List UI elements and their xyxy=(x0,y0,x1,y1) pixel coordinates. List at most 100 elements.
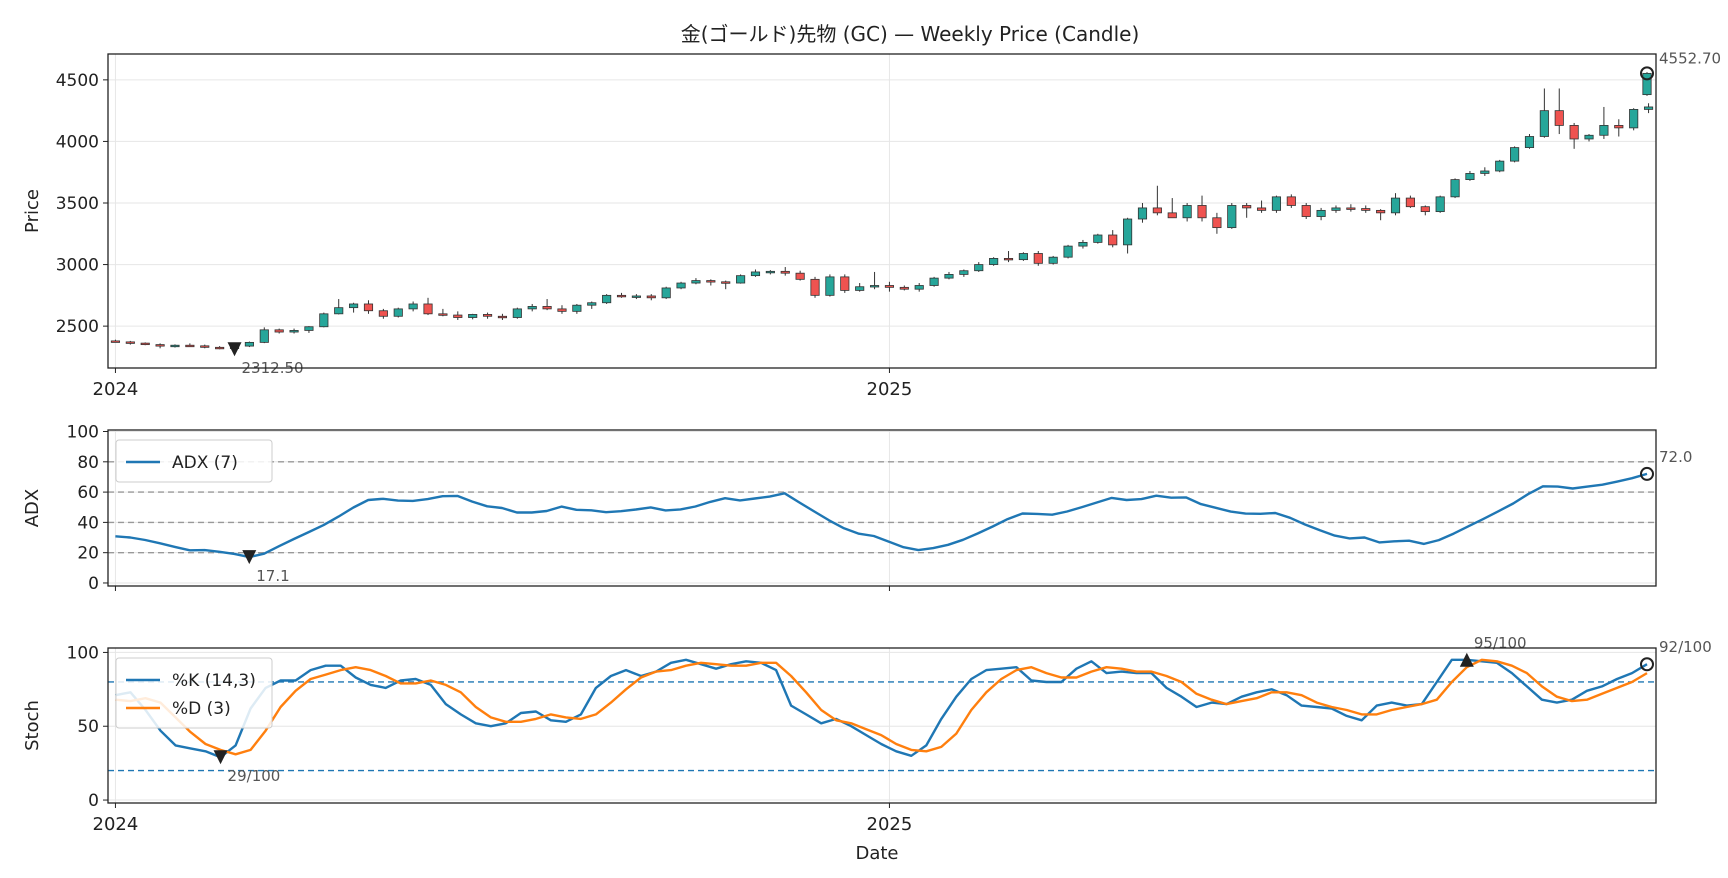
candle-body xyxy=(1569,125,1579,140)
candle-body xyxy=(170,344,180,348)
y-tick-label: 2500 xyxy=(56,317,99,337)
candle-body xyxy=(1167,212,1177,219)
candle-body xyxy=(1033,253,1043,264)
candle-body xyxy=(631,295,641,298)
candle-body xyxy=(840,276,850,291)
x-tick-label: 2025 xyxy=(867,814,913,835)
chart-title: 金(ゴールド)先物 (GC) — Weekly Price (Candle) xyxy=(681,22,1140,46)
y-tick-label: 50 xyxy=(77,717,99,737)
candle-body xyxy=(1510,147,1520,162)
candle-body xyxy=(1003,258,1014,261)
min-marker-label: 17.1 xyxy=(256,567,289,585)
legend: %K (14,3) %D (3) xyxy=(115,657,273,729)
last-marker-label: 92/100 xyxy=(1659,638,1712,656)
candle-body xyxy=(974,264,984,272)
candle-body xyxy=(542,306,552,310)
candle-body xyxy=(408,303,418,310)
candle-body xyxy=(1018,253,1028,261)
candle-body xyxy=(289,330,299,333)
candle-body xyxy=(899,286,909,290)
candle-body xyxy=(1376,209,1386,214)
candle-body xyxy=(1286,196,1296,206)
y-axis-label: Stoch xyxy=(22,700,43,751)
candle-body xyxy=(468,314,478,318)
candle-body xyxy=(1346,207,1356,210)
x-tick-label: 2025 xyxy=(867,379,913,400)
candle-body xyxy=(1316,209,1326,217)
y-axis-label: ADX xyxy=(22,489,43,528)
candle-body xyxy=(1242,205,1252,209)
series-line-0 xyxy=(115,658,1648,759)
candle-body xyxy=(855,286,865,291)
legend: ADX (7) xyxy=(115,439,273,483)
plot-frame xyxy=(107,53,1657,369)
candle-body xyxy=(438,313,448,316)
y-tick-label: 60 xyxy=(77,483,99,503)
candle-body xyxy=(989,258,999,265)
candle-body xyxy=(1465,173,1475,180)
candle-body xyxy=(140,342,150,346)
candle-body xyxy=(155,344,165,347)
candle-body xyxy=(1614,125,1624,129)
candle-body xyxy=(185,344,195,348)
legend-label: %D (3) xyxy=(172,699,231,719)
candle-body xyxy=(616,294,627,298)
candle-body xyxy=(1108,234,1118,246)
candle-body xyxy=(1078,241,1088,247)
candle-body xyxy=(512,308,522,318)
candle-body xyxy=(1643,106,1654,110)
last-marker xyxy=(1640,657,1654,672)
min-marker xyxy=(242,550,257,565)
candle-body xyxy=(1212,217,1222,229)
candle-body xyxy=(1137,207,1148,220)
candle-body xyxy=(959,270,969,275)
candle-body xyxy=(1331,207,1341,211)
candle-body xyxy=(1642,72,1652,96)
candle-body xyxy=(869,285,880,288)
y-tick-label: 80 xyxy=(77,453,99,473)
candle-body xyxy=(1063,245,1073,258)
candle-body xyxy=(259,329,269,343)
candle-body xyxy=(1152,207,1162,214)
x-tick-label: 2024 xyxy=(93,379,139,400)
candle-body xyxy=(304,326,314,331)
max-marker xyxy=(1459,652,1474,667)
candle-body xyxy=(1197,205,1207,219)
last-marker xyxy=(1640,466,1654,481)
candle-body xyxy=(884,285,895,288)
legend-box xyxy=(115,439,273,483)
candle-body xyxy=(1539,110,1549,137)
candle-body xyxy=(750,271,761,277)
candle-body xyxy=(602,294,612,304)
candle-body xyxy=(1495,160,1505,172)
candle-body xyxy=(497,315,508,319)
candle-body xyxy=(825,276,835,296)
candle-body xyxy=(319,313,329,328)
y-tick-label: 40 xyxy=(77,513,99,533)
y-tick-label: 0 xyxy=(88,791,99,811)
candle-body xyxy=(334,307,344,315)
candle-body xyxy=(646,295,656,299)
last-price-label: 4552.70 xyxy=(1659,49,1721,67)
candle-body xyxy=(1271,196,1282,211)
last-price-marker xyxy=(1640,66,1654,81)
min-price-marker xyxy=(227,342,242,357)
candle-body xyxy=(721,281,731,284)
candle-body xyxy=(1182,205,1192,219)
min-marker xyxy=(213,750,228,765)
candle-body xyxy=(244,341,254,347)
candle-body xyxy=(1599,125,1609,136)
adx-panel: 0 20 40 60 80 100 ADX 17.1 72.0 ADX (7) xyxy=(22,423,1692,594)
candle-body xyxy=(1048,256,1058,264)
plot-frame xyxy=(107,429,1657,587)
candle-body xyxy=(1554,110,1564,126)
plot-frame xyxy=(107,647,1657,804)
y-tick-label: 100 xyxy=(67,423,99,443)
candle-body xyxy=(557,308,567,312)
candle-body xyxy=(1480,170,1490,174)
candle-body xyxy=(1584,134,1594,140)
y-axis-label: Price xyxy=(22,189,43,233)
candle-body xyxy=(572,304,582,312)
